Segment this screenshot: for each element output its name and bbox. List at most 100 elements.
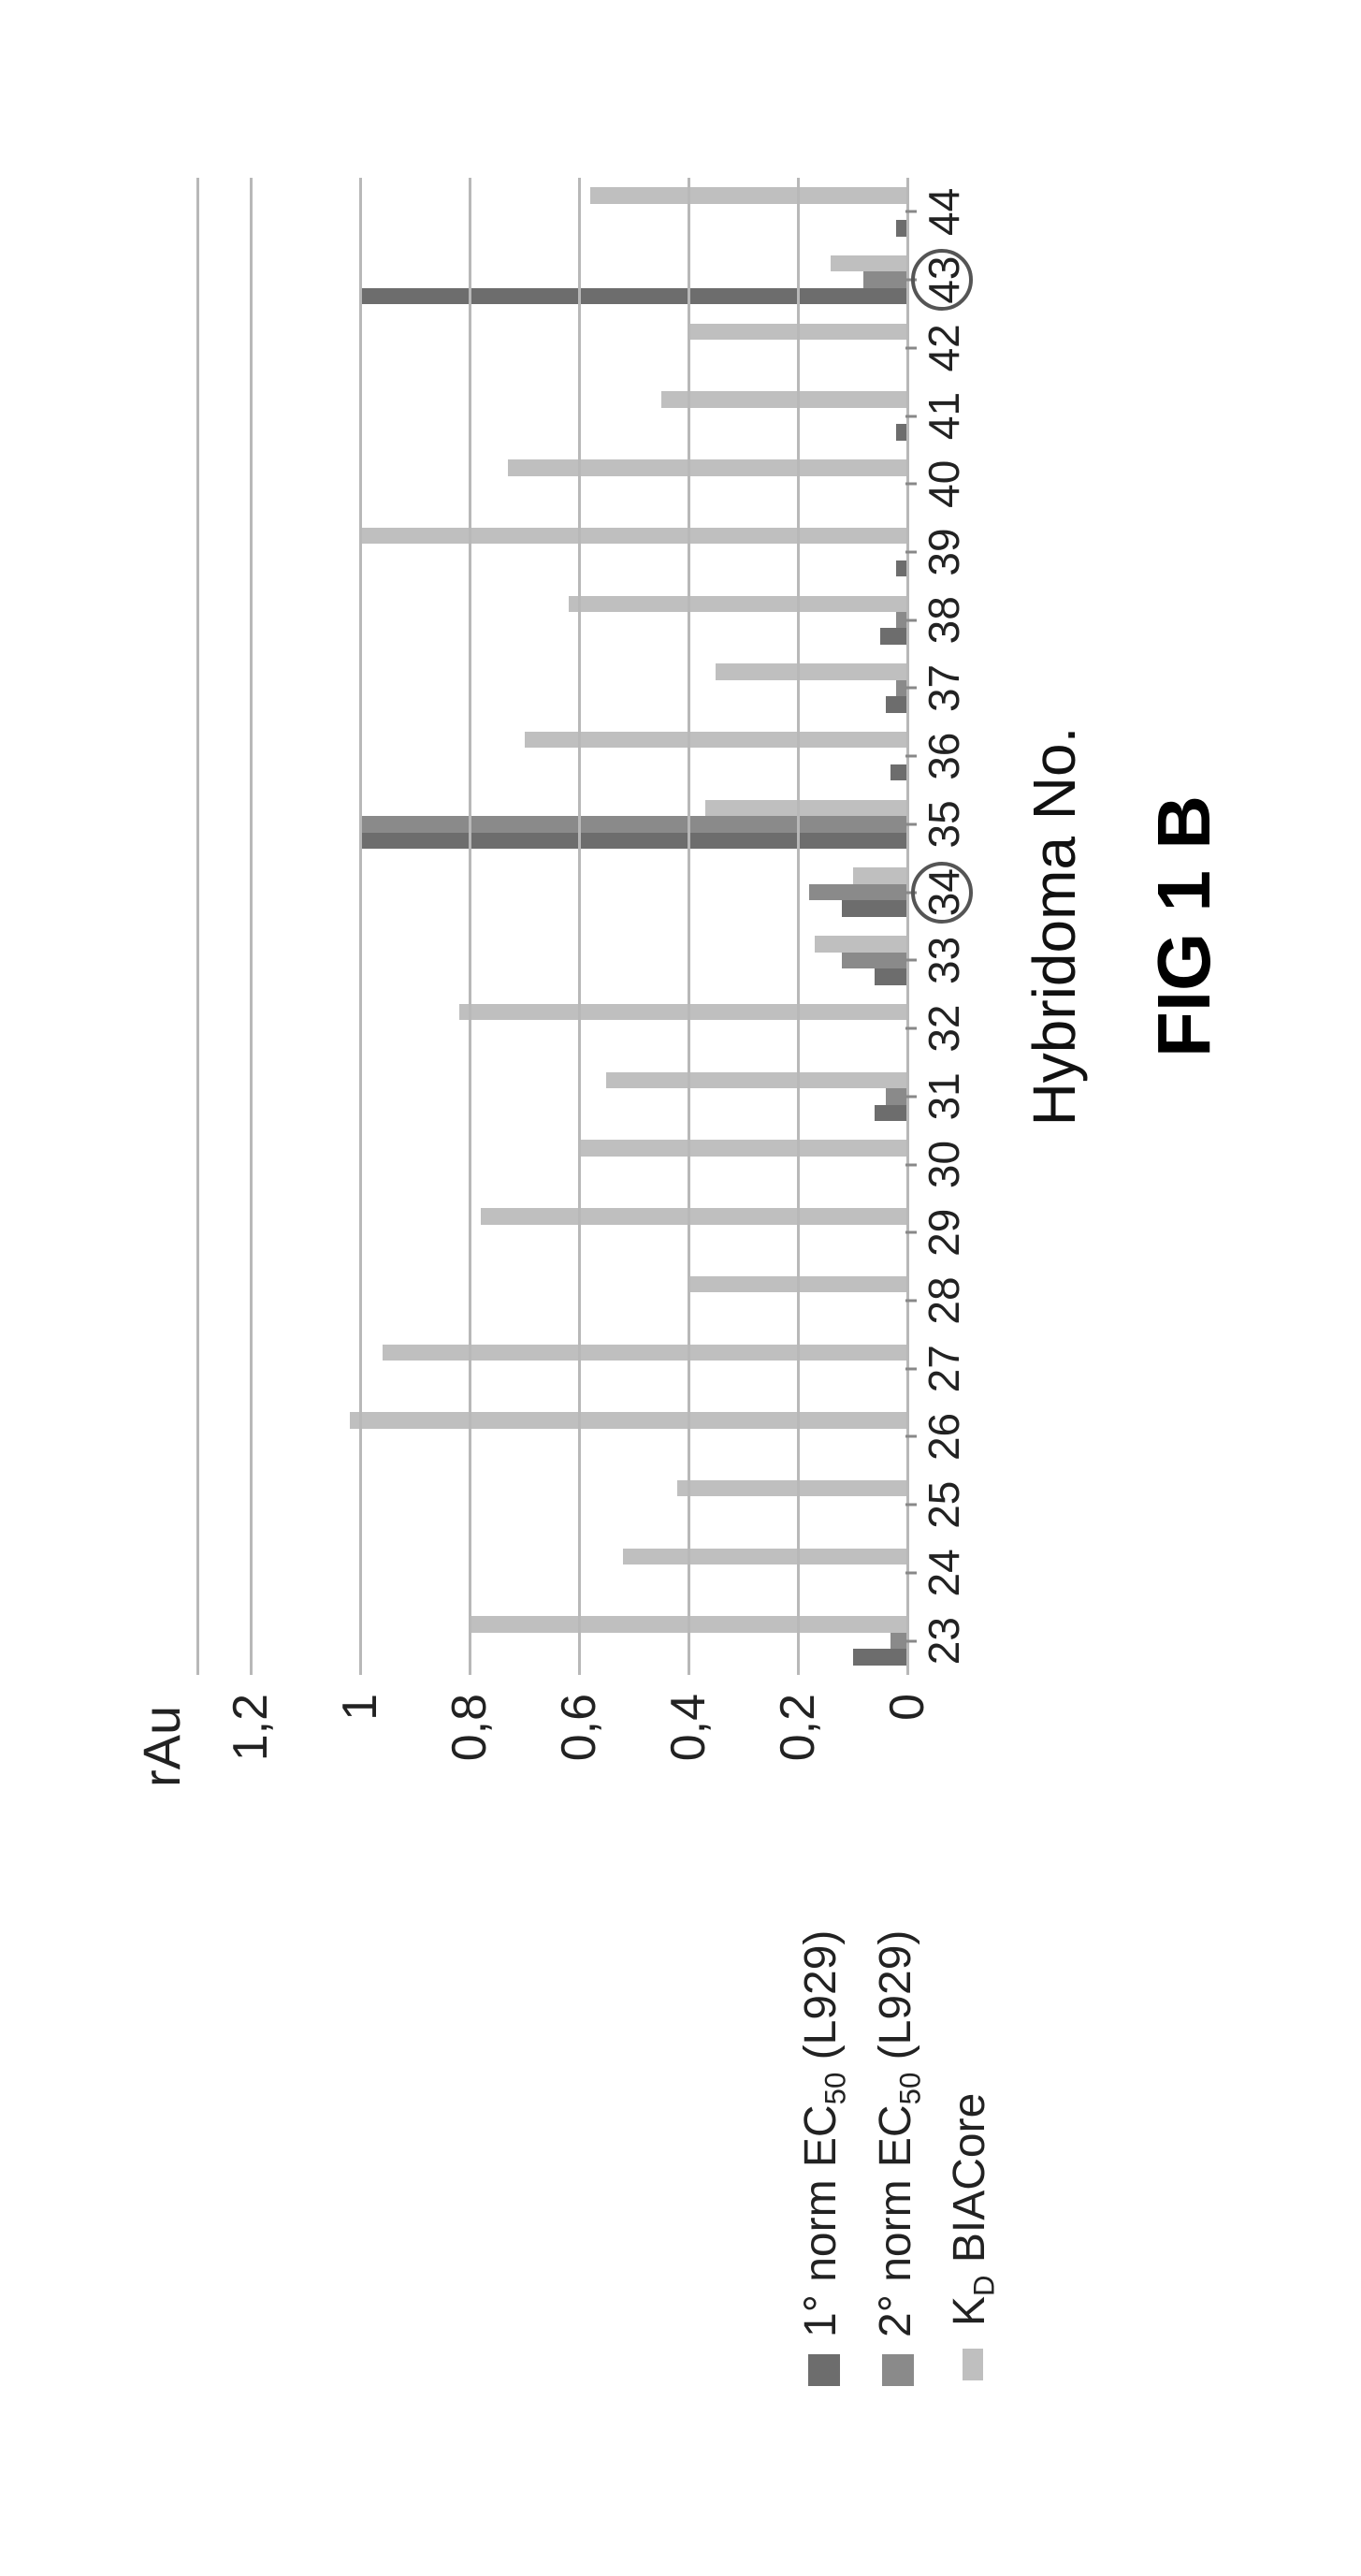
bar (842, 900, 907, 916)
bar (890, 764, 907, 780)
y-tick-label: 0,8 (442, 1694, 498, 1843)
x-tick-label: 31 (919, 1072, 969, 1120)
legend-label-3: KD BIACore (944, 2093, 1002, 2326)
x-tick-mark (905, 959, 917, 962)
x-tick-mark (905, 1367, 917, 1370)
bar (459, 1004, 907, 1020)
x-tick-label: 24 (919, 1549, 969, 1596)
gridline (688, 178, 690, 1675)
y-tick-label: 1 (332, 1694, 388, 1843)
x-tick-label: 29 (919, 1209, 969, 1257)
legend: 1° norm EC50 (L929) 2° norm EC50 (L929) … (795, 1930, 1019, 2386)
x-tick-mark (905, 822, 917, 825)
bars-layer (196, 178, 907, 1675)
bar (508, 459, 907, 475)
bar (809, 884, 907, 900)
x-tick-label: 33 (919, 937, 969, 984)
bar (815, 936, 907, 952)
bar (383, 1345, 907, 1361)
x-tick-mark (905, 755, 917, 758)
x-tick-label: 28 (919, 1276, 969, 1324)
bar (350, 1412, 907, 1428)
bar (360, 816, 907, 832)
x-tick-mark (905, 1231, 917, 1234)
legend-item: 2° norm EC50 (L929) (870, 1930, 928, 2386)
x-tick-label: 32 (919, 1005, 969, 1053)
x-tick-mark (905, 415, 917, 417)
x-tick-label: 23 (919, 1617, 969, 1665)
bar (569, 596, 907, 612)
bar (661, 391, 907, 407)
bar (880, 628, 907, 644)
bar (886, 1088, 907, 1104)
x-tick-mark (905, 1300, 917, 1303)
gridline (906, 178, 909, 1675)
x-tick-label: 41 (919, 392, 969, 440)
x-tick-label: 26 (919, 1413, 969, 1461)
bar (853, 1649, 907, 1665)
y-tick-label: 0,2 (770, 1694, 826, 1843)
x-tick-label: 35 (919, 800, 969, 848)
x-tick-label: 25 (919, 1481, 969, 1529)
bar (853, 867, 907, 883)
bar (481, 1208, 907, 1224)
bar (842, 953, 907, 968)
x-tick-circle (911, 862, 973, 924)
x-tick-mark (905, 1095, 917, 1098)
bar (875, 968, 907, 984)
x-axis-title: Hybridoma No. (1020, 178, 1089, 1675)
figure-label: FIG 1 B (1141, 178, 1227, 1675)
gridline (578, 178, 581, 1675)
x-tick-mark (905, 1163, 917, 1166)
gridline (797, 178, 800, 1675)
x-tick-mark (905, 483, 917, 486)
legend-label-2: 2° norm EC50 (L929) (870, 1930, 928, 2337)
x-tick-label: 30 (919, 1141, 969, 1188)
x-tick-label: 36 (919, 733, 969, 780)
x-tick-mark (905, 1435, 917, 1438)
bar (705, 800, 907, 816)
legend-label-1: 1° norm EC50 (L929) (795, 1930, 853, 2337)
bar (677, 1480, 907, 1496)
x-tick-mark (905, 619, 917, 621)
bar (886, 696, 907, 712)
x-tick-mark (905, 1571, 917, 1574)
page: 1° norm EC50 (L929) 2° norm EC50 (L929) … (0, 0, 1361, 2576)
x-tick-mark (905, 346, 917, 349)
bar (360, 528, 907, 544)
legend-item: KD BIACore (944, 1930, 1002, 2386)
chart: rAu Hybridoma No. FIG 1 B 00,20,40,60,81… (196, 178, 907, 1675)
x-tick-label: 38 (919, 596, 969, 644)
legend-item: 1° norm EC50 (L929) (795, 1930, 853, 2386)
bar (623, 1549, 907, 1565)
x-tick-label: 27 (919, 1345, 969, 1392)
x-tick-mark (905, 551, 917, 554)
rotated-stage: 1° norm EC50 (L929) 2° norm EC50 (L929) … (122, 140, 1244, 2386)
bar (716, 663, 907, 679)
bar (360, 288, 907, 304)
bar (875, 1105, 907, 1121)
gridline (359, 178, 362, 1675)
x-tick-label: 40 (919, 460, 969, 508)
bar (831, 255, 907, 271)
x-tick-mark (905, 1504, 917, 1506)
bar (579, 1140, 907, 1156)
gridline (196, 178, 199, 1675)
legend-swatch-3 (963, 2349, 983, 2380)
legend-swatch-1 (808, 2354, 840, 2386)
y-axis-title: rAu (131, 1706, 192, 1787)
x-tick-mark (905, 211, 917, 213)
x-tick-mark (905, 687, 917, 690)
gridline (250, 178, 253, 1675)
bar (360, 833, 907, 849)
x-tick-label: 39 (919, 528, 969, 575)
y-tick-label: 0,4 (660, 1694, 717, 1843)
x-tick-circle (911, 249, 973, 311)
y-tick-label: 1,2 (223, 1694, 279, 1843)
x-tick-label: 37 (919, 664, 969, 712)
x-tick-label: 44 (919, 188, 969, 236)
y-tick-label: 0,6 (551, 1694, 607, 1843)
legend-swatch-2 (882, 2354, 914, 2386)
x-tick-label: 42 (919, 324, 969, 371)
bar (863, 271, 907, 287)
